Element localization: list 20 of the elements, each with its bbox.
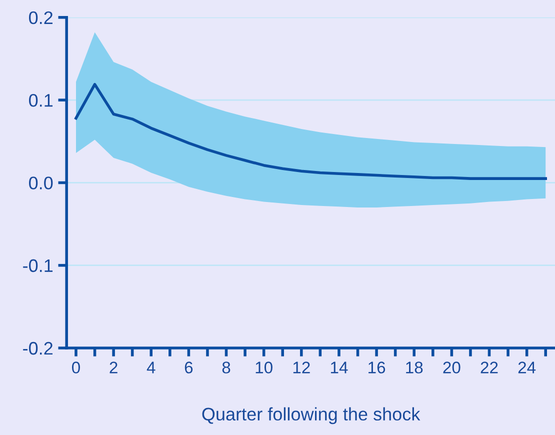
x-tick-label: 22 <box>480 362 498 374</box>
x-tick-label: 16 <box>368 362 386 374</box>
y-tick-label: 0.2 <box>29 11 52 24</box>
x-axis-title: Quarter following the shock <box>202 407 420 424</box>
x-tick-label: 20 <box>443 362 460 374</box>
x-tick-label: 14 <box>330 362 348 374</box>
x-tick-label: 2 <box>110 362 118 374</box>
x-tick-label: 4 <box>146 362 156 374</box>
x-tick-label: 8 <box>222 362 230 374</box>
x-tick-label: 12 <box>293 362 310 374</box>
y-tick-label: -0.1 <box>23 259 53 272</box>
x-tick-label: 24 <box>518 362 536 374</box>
x-tick-label: 10 <box>256 362 272 374</box>
x-tick-label: 0 <box>72 362 80 374</box>
y-tick-label: -0.2 <box>23 342 52 355</box>
x-tick-label: 6 <box>184 362 193 374</box>
line-series <box>74 82 547 180</box>
y-tick-label: 0.1 <box>29 94 53 107</box>
y-tick-label: 0.0 <box>29 176 53 190</box>
x-tick-label: 18 <box>406 362 423 374</box>
